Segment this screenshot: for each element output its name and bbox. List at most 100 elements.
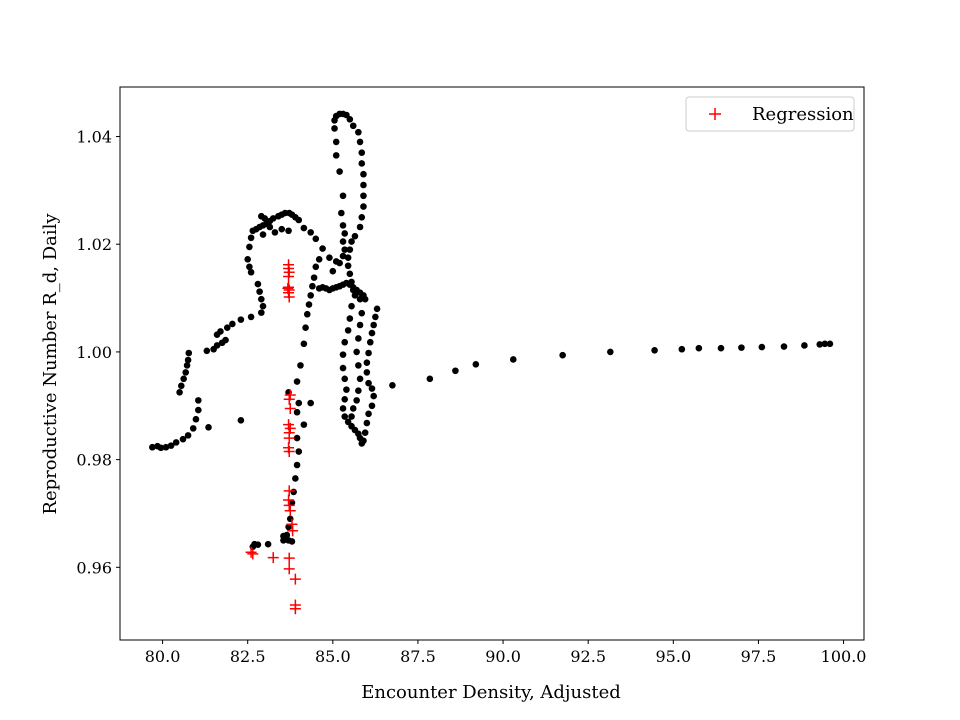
plot-area	[149, 110, 834, 615]
data-point	[341, 338, 349, 346]
data-point	[695, 344, 703, 352]
data-point	[237, 316, 245, 323]
data-point	[358, 309, 366, 317]
y-axis-label: Reproductive Number R_d, Daily	[40, 213, 61, 515]
data-point	[305, 301, 313, 308]
data-point	[389, 382, 396, 389]
data-point	[358, 149, 366, 156]
x-axis-label: Encounter Density, Adjusted	[361, 682, 621, 703]
x-tick-label: 80.0	[145, 647, 181, 666]
data-point	[355, 387, 362, 394]
data-point	[339, 192, 347, 200]
data-point	[331, 125, 338, 132]
regression-marker	[283, 563, 295, 575]
data-point	[361, 429, 369, 436]
data-point	[360, 192, 367, 200]
data-point	[247, 234, 255, 242]
data-point	[738, 344, 745, 351]
data-point	[247, 268, 255, 276]
data-point	[319, 245, 326, 252]
data-point	[341, 396, 349, 403]
data-point	[368, 385, 376, 392]
data-point	[365, 379, 372, 387]
data-point	[285, 523, 292, 531]
data-point	[346, 246, 354, 253]
data-point	[293, 378, 301, 385]
data-point	[360, 170, 367, 178]
data-point	[365, 349, 372, 357]
data-point	[351, 292, 359, 299]
data-point	[259, 231, 267, 238]
data-point	[312, 263, 320, 271]
data-point	[348, 278, 355, 286]
data-point	[213, 342, 221, 349]
data-point	[332, 138, 340, 146]
y-tick-label: 1.04	[76, 128, 112, 147]
data-point	[370, 392, 377, 400]
data-point	[264, 540, 272, 548]
data-point	[309, 282, 316, 290]
regression-marker	[284, 505, 296, 517]
data-point	[346, 315, 354, 322]
data-point	[349, 286, 357, 294]
plot-frame	[119, 86, 865, 641]
data-point	[607, 348, 614, 356]
legend-box	[685, 96, 855, 132]
data-point	[246, 243, 253, 251]
data-point	[339, 364, 347, 372]
data-point	[195, 406, 202, 414]
regression-marker	[283, 432, 295, 444]
data-point	[816, 341, 824, 348]
data-point	[356, 295, 364, 303]
data-point	[341, 413, 349, 420]
data-point	[184, 356, 192, 364]
data-point	[285, 537, 292, 544]
regression-marker	[283, 393, 295, 405]
regression-marker	[283, 499, 295, 511]
data-point	[205, 424, 212, 431]
data-point	[353, 397, 360, 404]
data-point	[292, 475, 299, 482]
data-point	[217, 328, 224, 335]
regression-marker	[283, 446, 295, 458]
data-point	[472, 361, 480, 368]
data-point	[370, 321, 377, 329]
data-point	[293, 408, 301, 416]
data-point	[229, 320, 236, 328]
data-point	[361, 295, 369, 303]
data-point	[358, 214, 366, 221]
data-point	[339, 238, 347, 245]
data-point	[717, 344, 725, 352]
data-point	[368, 402, 376, 410]
data-point	[348, 413, 355, 420]
data-point	[363, 369, 371, 376]
data-point	[295, 399, 303, 407]
data-point	[259, 302, 267, 310]
data-point	[821, 340, 829, 348]
data-point	[339, 252, 347, 260]
y-tick-label: 0.98	[76, 451, 112, 470]
data-point	[360, 181, 367, 189]
data-point	[344, 327, 352, 334]
data-point	[372, 313, 379, 321]
x-tick-label: 100.0	[821, 647, 867, 666]
data-point	[183, 362, 191, 369]
data-point	[293, 434, 301, 442]
data-point	[366, 338, 374, 346]
data-point	[344, 254, 352, 261]
data-point	[297, 362, 304, 369]
regression-marker	[287, 525, 299, 537]
data-point	[358, 160, 366, 167]
data-point	[329, 267, 337, 275]
data-point	[339, 405, 347, 412]
data-point	[189, 425, 197, 432]
data-point	[246, 263, 253, 271]
data-point	[237, 417, 245, 424]
data-point	[356, 138, 364, 146]
data-point	[351, 232, 359, 240]
regression-marker	[247, 548, 259, 560]
data-point	[302, 324, 309, 331]
data-point	[179, 435, 187, 443]
data-point	[349, 122, 357, 130]
